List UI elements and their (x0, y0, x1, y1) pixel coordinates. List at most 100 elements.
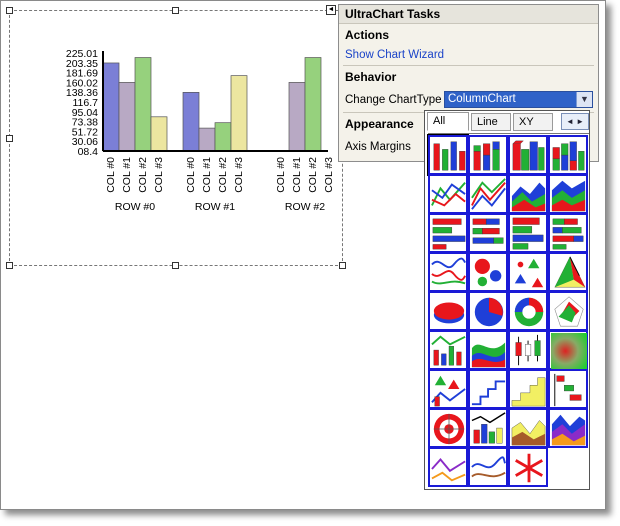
row-group-label: ROW #0 (115, 201, 155, 213)
x-category-label: COL #3 (153, 157, 165, 193)
tab-line[interactable]: Line (471, 113, 511, 131)
behavior-header: Behavior (345, 70, 397, 84)
pie-chart-icon-graphic (474, 297, 504, 327)
chevron-down-icon[interactable]: ▼ (576, 92, 592, 107)
charttype-gallery: All Line XY ◄ ► (424, 110, 590, 490)
panel-title: UltraChart Tasks (339, 5, 598, 24)
bar-3d-chart-icon[interactable] (508, 213, 548, 253)
ultrachart-control[interactable]: 225.01 203.35 181.69 160.02 138.36 116.7 95.04… (9, 10, 343, 266)
change-charttype-label: Change ChartType (345, 94, 442, 106)
chart-type-grid (427, 133, 589, 489)
spline-3d-chart-icon[interactable] (468, 447, 508, 487)
x-category-label: COL #0 (275, 157, 287, 193)
bar-chart-icon-graphic (432, 218, 466, 250)
line-chart-icon[interactable] (428, 174, 468, 214)
resize-handle[interactable] (172, 262, 179, 269)
stacked-bar-chart-icon[interactable] (468, 213, 508, 253)
tab-scroll-arrows-icon[interactable]: ◄ ► (561, 113, 589, 130)
x-category-label: COL #1 (291, 157, 303, 193)
column-bar (214, 122, 232, 152)
step-line-chart-icon-graphic (471, 380, 506, 406)
column-chart-icon[interactable] (427, 134, 469, 176)
axis-margins-row[interactable]: Axis Margins (339, 135, 598, 159)
row-group-label: ROW #2 (285, 201, 325, 213)
combo-chart-icon[interactable] (428, 369, 468, 409)
resize-handle[interactable] (6, 135, 13, 142)
step-line-chart-icon[interactable] (468, 369, 508, 409)
scatter-chart-icon[interactable] (508, 252, 548, 292)
column-bar (134, 57, 152, 152)
stacked-bar-3d-chart-icon[interactable] (548, 213, 588, 253)
resize-handle[interactable] (172, 7, 179, 14)
stacked-area-chart-icon[interactable] (548, 408, 588, 448)
spline-3d-chart-icon-graphic (471, 456, 506, 478)
gantt-chart-icon[interactable] (548, 369, 588, 409)
stacked-line-chart-icon-graphic (471, 178, 506, 210)
step-area-chart-icon-graphic (511, 377, 546, 407)
y-tick-label: 73.38 (72, 117, 98, 129)
y-tick-label: 116.7 (73, 97, 99, 109)
y-tick-label: 181.69 (66, 68, 98, 80)
composite-line-chart-icon[interactable] (428, 330, 468, 370)
polar-chart-icon[interactable] (428, 408, 468, 448)
bar-3d-chart-icon-graphic (512, 217, 544, 250)
resize-handle[interactable] (339, 262, 346, 269)
pie-3d-chart-icon[interactable] (428, 291, 468, 331)
stacked-area-3d-chart-icon[interactable] (548, 174, 588, 214)
y-tick-label: 225.01 (66, 48, 98, 60)
column-line-chart-icon[interactable] (468, 408, 508, 448)
stacked-column-chart-icon[interactable] (468, 135, 508, 175)
x-category-label: COL #3 (323, 157, 335, 193)
pie-3d-chart-icon-graphic (433, 302, 465, 324)
line-3d-chart-icon[interactable] (428, 447, 468, 487)
spline-chart-icon-graphic (431, 257, 466, 285)
column-3d-chart-icon[interactable] (508, 135, 548, 175)
candle-chart-icon[interactable] (508, 330, 548, 370)
step-area-chart-icon[interactable] (508, 369, 548, 409)
line-3d-chart-icon-graphic (431, 458, 466, 482)
tab-xy[interactable]: XY (513, 113, 553, 131)
x-category-label: COL #2 (137, 157, 149, 193)
area-3d-chart-icon[interactable] (508, 174, 548, 214)
bar-chart-icon[interactable] (428, 213, 468, 253)
bubble-chart-icon[interactable] (468, 252, 508, 292)
gallery-tabs: All Line XY ◄ ► (427, 112, 589, 132)
area-chart-icon[interactable] (508, 408, 548, 448)
resize-handle[interactable] (6, 7, 13, 14)
pie-chart-icon[interactable] (468, 291, 508, 331)
row-group-label: ROW #1 (195, 201, 235, 213)
pyramid-3d-chart-icon[interactable] (548, 252, 588, 292)
doughnut-chart-icon[interactable] (508, 291, 548, 331)
designer-surface: 225.01 203.35 181.69 160.02 138.36 116.7 95.04… (0, 0, 606, 510)
radar-chart-icon-graphic (554, 296, 584, 327)
heatmap-chart-icon[interactable] (548, 330, 588, 370)
column-bar (304, 57, 322, 152)
smart-tag-icon[interactable]: ◄ (326, 5, 336, 15)
stacked-column-3d-chart-icon[interactable] (548, 135, 588, 175)
spline-area-chart-icon-graphic (471, 342, 506, 368)
column-bar (150, 116, 168, 152)
spline-area-chart-icon[interactable] (468, 330, 508, 370)
stacked-line-chart-icon[interactable] (468, 174, 508, 214)
y-tick-label: 95.04 (72, 107, 98, 119)
column-3d-chart-icon-graphic (512, 140, 545, 171)
show-chart-wizard-link[interactable]: Show Chart Wizard (345, 49, 445, 61)
pyramid-3d-chart-icon-graphic (554, 256, 586, 288)
y-tick-label: 203.35 (66, 58, 98, 70)
column-bar (182, 92, 200, 152)
column-line-chart-icon-graphic (471, 412, 506, 444)
axis-margins-label: Axis Margins (345, 141, 411, 153)
charttype-select[interactable]: ColumnChart ▼ (444, 91, 593, 108)
spline-chart-icon[interactable] (428, 252, 468, 292)
resize-handle[interactable] (6, 262, 13, 269)
stacked-area-chart-icon-graphic (551, 414, 586, 446)
actions-header: Actions (345, 28, 390, 42)
funnel-chart-icon[interactable] (508, 447, 548, 487)
x-category-label: COL #1 (201, 157, 213, 193)
x-category-label: COL #1 (121, 157, 133, 193)
stacked-bar-3d-chart-icon-graphic (552, 218, 584, 250)
scatter-chart-icon-graphic (514, 258, 544, 288)
tab-all[interactable]: All (427, 112, 469, 131)
column-bar (102, 62, 120, 152)
radar-chart-icon[interactable] (548, 291, 588, 331)
